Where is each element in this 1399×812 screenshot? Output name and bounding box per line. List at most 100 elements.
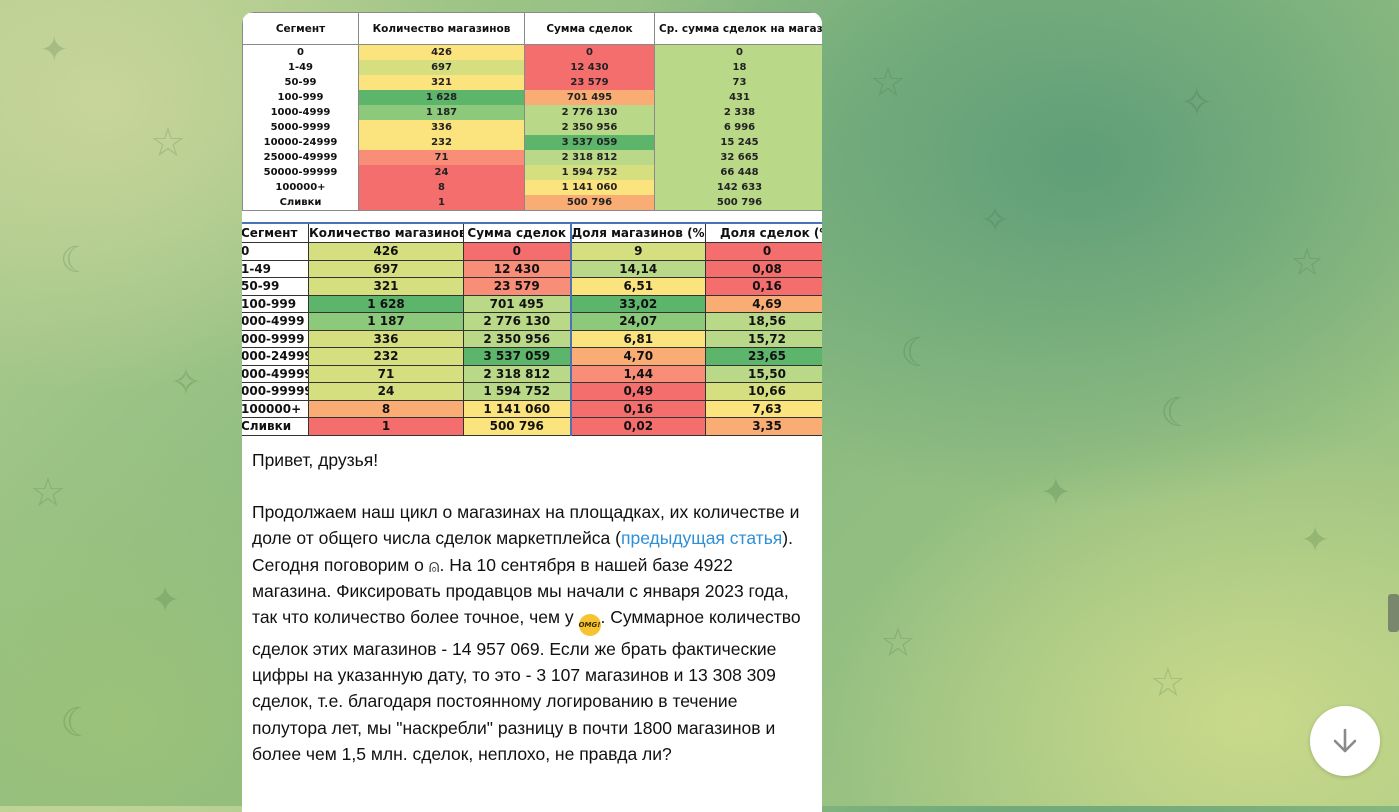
segment-cell: 000-9999 (242, 329, 309, 348)
avg-cell: 431 (654, 90, 822, 105)
store-share-cell: 4,70 (570, 347, 706, 366)
segments-table-bottom: Сегмент Количество магазинов Сумма сдело… (242, 222, 822, 436)
deal-share-cell: 10,66 (705, 382, 822, 401)
segment-cell: 000-99999 (242, 382, 309, 401)
stores-cell: 232 (358, 135, 525, 150)
deals-cell: 500 796 (463, 417, 572, 436)
deals-cell: 1 594 752 (524, 165, 655, 180)
stores-cell: 336 (358, 120, 525, 135)
deals-cell: 0 (524, 44, 655, 60)
avg-cell: 500 796 (654, 195, 822, 211)
store-share-cell: 33,02 (570, 294, 706, 313)
avg-cell: 0 (654, 44, 822, 60)
table-row: 000-24999 232 3 537 059 4,70 23,65 (242, 347, 822, 366)
avg-cell: 66 448 (654, 165, 822, 180)
avg-cell: 15 245 (654, 135, 822, 150)
stores-cell: 336 (308, 329, 464, 348)
store-share-cell: 9 (570, 242, 706, 261)
segment-cell: 100000+ (242, 399, 309, 418)
deals-cell: 0 (463, 242, 572, 261)
stores-cell: 24 (308, 382, 464, 401)
omg-emoji-icon: OMG! (578, 614, 601, 637)
deal-share-cell: 4,69 (705, 294, 822, 313)
col-header-segment: Сегмент (242, 222, 309, 243)
segment-cell: 1-49 (242, 60, 359, 75)
pushpin-icon: ⍝ (428, 555, 440, 576)
table-row: 000-4999 1 187 2 776 130 24,07 18,56 (242, 312, 822, 331)
store-share-cell: 6,51 (570, 277, 706, 296)
deals-cell: 12 430 (463, 259, 572, 278)
deal-share-cell: 18,56 (705, 312, 822, 331)
segment-cell: 50-99 (242, 75, 359, 90)
segment-cell: 100-999 (242, 294, 309, 313)
table-row: 000-99999 24 1 594 752 0,49 10,66 (242, 382, 822, 401)
deals-cell: 1 141 060 (524, 180, 655, 195)
table-row: 5000-9999 336 2 350 956 6 996 (242, 120, 822, 135)
segment-cell: 000-49999 (242, 364, 309, 383)
deals-cell: 23 579 (463, 277, 572, 296)
table-row: 1000-4999 1 187 2 776 130 2 338 (242, 105, 822, 120)
deals-cell: 701 495 (463, 294, 572, 313)
table-row: 10000-24999 232 3 537 059 15 245 (242, 135, 822, 150)
deals-cell: 2 350 956 (524, 120, 655, 135)
deals-cell: 500 796 (524, 195, 655, 211)
avg-cell: 2 338 (654, 105, 822, 120)
message-photo[interactable]: Сегмент Количество магазинов Сумма сдело… (242, 12, 822, 437)
table-row: 1-49 697 12 430 18 (242, 60, 822, 75)
avg-cell: 73 (654, 75, 822, 90)
segment-cell: 000-24999 (242, 347, 309, 366)
stores-cell: 426 (308, 242, 464, 261)
scrollbar-thumb[interactable] (1388, 594, 1399, 632)
stores-cell: 1 628 (358, 90, 525, 105)
deals-cell: 3 537 059 (463, 347, 572, 366)
store-share-cell: 14,14 (570, 259, 706, 278)
stores-cell: 71 (308, 364, 464, 383)
table-row: 000-49999 71 2 318 812 1,44 15,50 (242, 364, 822, 383)
stores-cell: 697 (308, 259, 464, 278)
segment-cell: 25000-49999 (242, 150, 359, 165)
deals-cell: 2 776 130 (463, 312, 572, 331)
deals-cell: 2 350 956 (463, 329, 572, 348)
col-header-deal-share: Доля сделок (% (705, 222, 822, 243)
segment-cell: 1000-4999 (242, 105, 359, 120)
deal-share-cell: 23,65 (705, 347, 822, 366)
stores-cell: 24 (358, 165, 525, 180)
greeting-text: Привет, друзья! (252, 450, 379, 470)
stores-cell: 1 (308, 417, 464, 436)
segment-cell: 000-4999 (242, 312, 309, 331)
store-share-cell: 6,81 (570, 329, 706, 348)
deal-share-cell: 0,08 (705, 259, 822, 278)
table-row: 1-49 697 12 430 14,14 0,08 (242, 259, 822, 278)
scroll-to-bottom-button[interactable] (1310, 706, 1380, 776)
table-row: 50-99 321 23 579 73 (242, 75, 822, 90)
stores-cell: 232 (308, 347, 464, 366)
table-row: 50000-99999 24 1 594 752 66 448 (242, 165, 822, 180)
segment-cell: 100-999 (242, 90, 359, 105)
segment-cell: 5000-9999 (242, 120, 359, 135)
col-header-segment: Сегмент (242, 12, 359, 45)
deals-cell: 2 776 130 (524, 105, 655, 120)
segment-cell: Сливки (242, 417, 309, 436)
col-header-stores: Количество магазинов (308, 222, 464, 243)
deals-cell: 12 430 (524, 60, 655, 75)
stores-cell: 8 (308, 399, 464, 418)
stores-cell: 426 (358, 44, 525, 60)
avg-cell: 142 633 (654, 180, 822, 195)
message-bubble: Сегмент Количество магазинов Сумма сдело… (242, 12, 822, 812)
col-header-avg: Ср. сумма сделок на магази (654, 12, 822, 45)
segment-cell: 50000-99999 (242, 165, 359, 180)
store-share-cell: 24,07 (570, 312, 706, 331)
deals-cell: 1 141 060 (463, 399, 572, 418)
arrow-down-icon (1333, 728, 1357, 753)
stores-cell: 1 (358, 195, 525, 211)
store-share-cell: 1,44 (570, 364, 706, 383)
table-row: 0426090 (242, 242, 822, 261)
table-row: 100000+ 8 1 141 060 0,16 7,63 (242, 399, 822, 418)
previous-article-link[interactable]: предыдущая статья (620, 528, 783, 549)
segment-cell: 1-49 (242, 259, 309, 278)
table-row: 100-999 1 628 701 495 33,02 4,69 (242, 294, 822, 313)
deals-cell: 3 537 059 (524, 135, 655, 150)
segment-cell: 0 (242, 242, 309, 261)
col-header-store-share: Доля магазинов (%) (570, 222, 706, 243)
col-header-stores: Количество магазинов (358, 12, 525, 45)
